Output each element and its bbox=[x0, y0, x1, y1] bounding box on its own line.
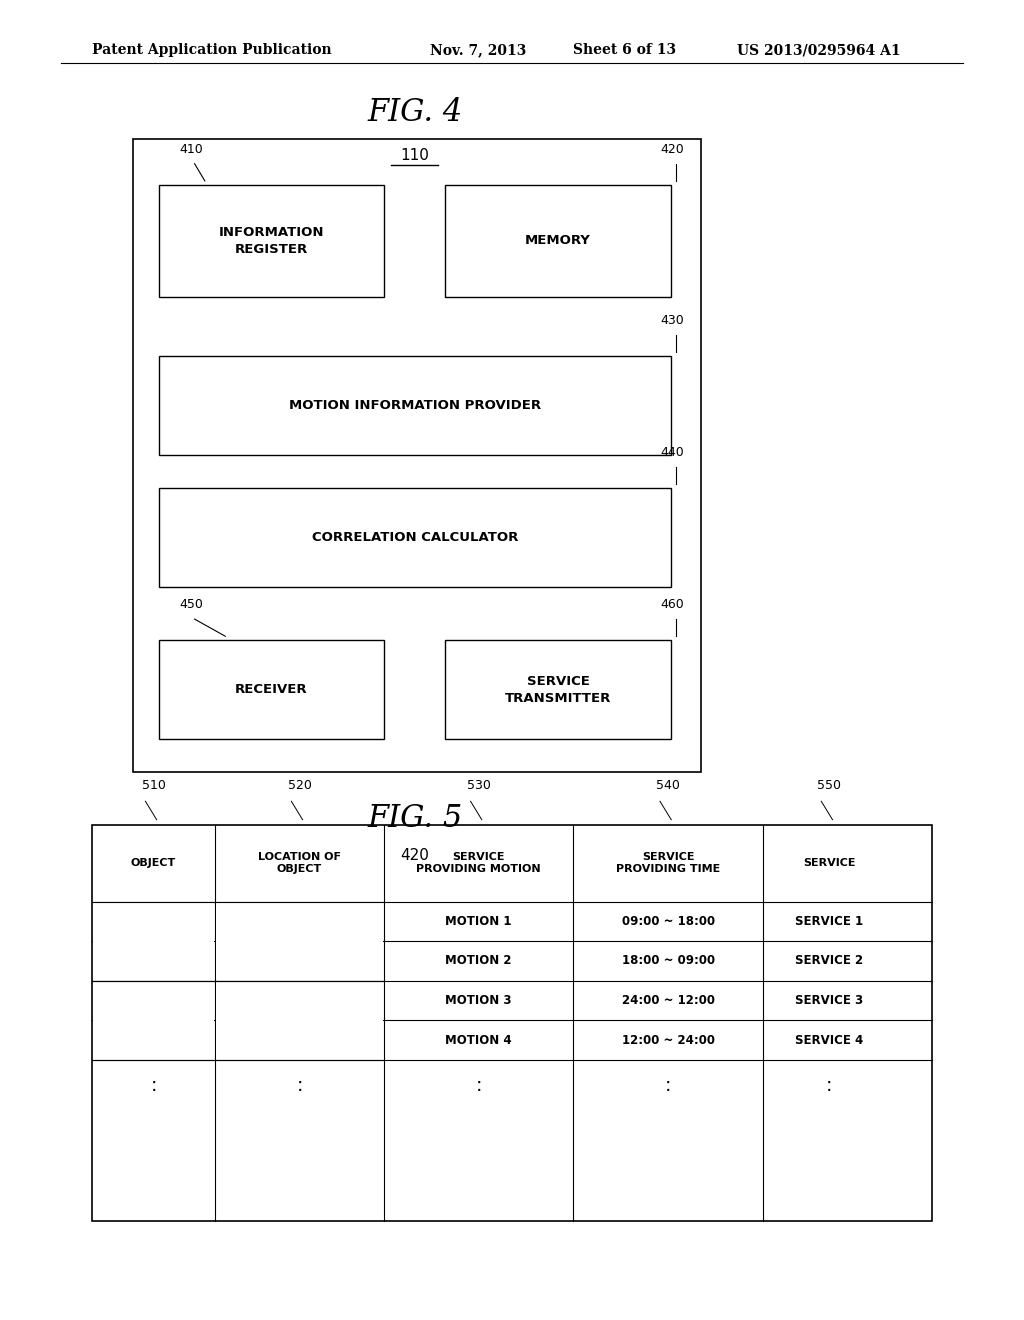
Text: 18:00 ~ 09:00: 18:00 ~ 09:00 bbox=[622, 954, 715, 968]
Text: MOTION 1: MOTION 1 bbox=[445, 915, 512, 928]
Text: SERVICE
PROVIDING MOTION: SERVICE PROVIDING MOTION bbox=[417, 853, 541, 874]
Text: 440: 440 bbox=[660, 446, 684, 459]
Text: LOCATION 1: LOCATION 1 bbox=[260, 935, 339, 948]
Text: OBJECT: OBJECT bbox=[131, 858, 176, 869]
FancyBboxPatch shape bbox=[216, 982, 383, 1059]
FancyBboxPatch shape bbox=[93, 903, 214, 979]
Text: Nov. 7, 2013: Nov. 7, 2013 bbox=[430, 44, 526, 57]
Text: MEMORY: MEMORY bbox=[525, 235, 591, 247]
Text: 12:00 ~ 24:00: 12:00 ~ 24:00 bbox=[622, 1034, 715, 1047]
Text: MOTION 3: MOTION 3 bbox=[445, 994, 512, 1007]
FancyBboxPatch shape bbox=[159, 185, 384, 297]
FancyBboxPatch shape bbox=[159, 488, 671, 587]
Text: LOCATION 2: LOCATION 2 bbox=[260, 1014, 339, 1027]
Text: MOTION INFORMATION PROVIDER: MOTION INFORMATION PROVIDER bbox=[289, 400, 541, 412]
Text: OBJECT 1: OBJECT 1 bbox=[123, 935, 184, 948]
Text: SERVICE 4: SERVICE 4 bbox=[796, 1034, 863, 1047]
Text: SERVICE 3: SERVICE 3 bbox=[796, 994, 863, 1007]
FancyBboxPatch shape bbox=[159, 640, 384, 739]
Text: SERVICE 2: SERVICE 2 bbox=[796, 954, 863, 968]
FancyBboxPatch shape bbox=[93, 982, 214, 1059]
Text: INFORMATION
REGISTER: INFORMATION REGISTER bbox=[218, 226, 325, 256]
Text: :: : bbox=[665, 1076, 672, 1094]
Text: SERVICE 1: SERVICE 1 bbox=[796, 915, 863, 928]
Text: SERVICE
PROVIDING TIME: SERVICE PROVIDING TIME bbox=[616, 853, 720, 874]
Text: :: : bbox=[826, 1076, 833, 1094]
Text: 450: 450 bbox=[179, 598, 203, 611]
FancyBboxPatch shape bbox=[159, 356, 671, 455]
Text: Sheet 6 of 13: Sheet 6 of 13 bbox=[573, 44, 677, 57]
Text: 24:00 ~ 12:00: 24:00 ~ 12:00 bbox=[622, 994, 715, 1007]
FancyBboxPatch shape bbox=[92, 825, 932, 1221]
Text: 420: 420 bbox=[660, 143, 684, 156]
Text: FIG. 5: FIG. 5 bbox=[367, 803, 463, 834]
Text: Patent Application Publication: Patent Application Publication bbox=[92, 44, 332, 57]
Text: :: : bbox=[475, 1076, 482, 1094]
Text: 520: 520 bbox=[288, 779, 311, 792]
Text: :: : bbox=[151, 1076, 157, 1094]
Text: OBJECT 2: OBJECT 2 bbox=[123, 1014, 184, 1027]
Text: 410: 410 bbox=[179, 143, 203, 156]
Text: 09:00 ~ 18:00: 09:00 ~ 18:00 bbox=[622, 915, 715, 928]
FancyBboxPatch shape bbox=[216, 903, 383, 979]
Text: CORRELATION CALCULATOR: CORRELATION CALCULATOR bbox=[311, 532, 518, 544]
Text: FIG. 4: FIG. 4 bbox=[367, 96, 463, 128]
FancyBboxPatch shape bbox=[133, 139, 701, 772]
Text: :: : bbox=[296, 1076, 303, 1094]
Text: 420: 420 bbox=[400, 847, 429, 863]
Text: LOCATION OF
OBJECT: LOCATION OF OBJECT bbox=[258, 853, 341, 874]
Text: MOTION 2: MOTION 2 bbox=[445, 954, 512, 968]
Text: 510: 510 bbox=[141, 779, 166, 792]
Text: RECEIVER: RECEIVER bbox=[236, 684, 307, 696]
Text: 550: 550 bbox=[817, 779, 842, 792]
FancyBboxPatch shape bbox=[445, 185, 671, 297]
Text: 110: 110 bbox=[400, 148, 429, 164]
Text: MOTION 4: MOTION 4 bbox=[445, 1034, 512, 1047]
Text: 530: 530 bbox=[467, 779, 490, 792]
Text: 460: 460 bbox=[660, 598, 684, 611]
Text: SERVICE: SERVICE bbox=[803, 858, 856, 869]
Text: SERVICE
TRANSMITTER: SERVICE TRANSMITTER bbox=[505, 675, 611, 705]
Text: US 2013/0295964 A1: US 2013/0295964 A1 bbox=[737, 44, 901, 57]
Text: 430: 430 bbox=[660, 314, 684, 327]
Text: 540: 540 bbox=[656, 779, 680, 792]
FancyBboxPatch shape bbox=[445, 640, 671, 739]
